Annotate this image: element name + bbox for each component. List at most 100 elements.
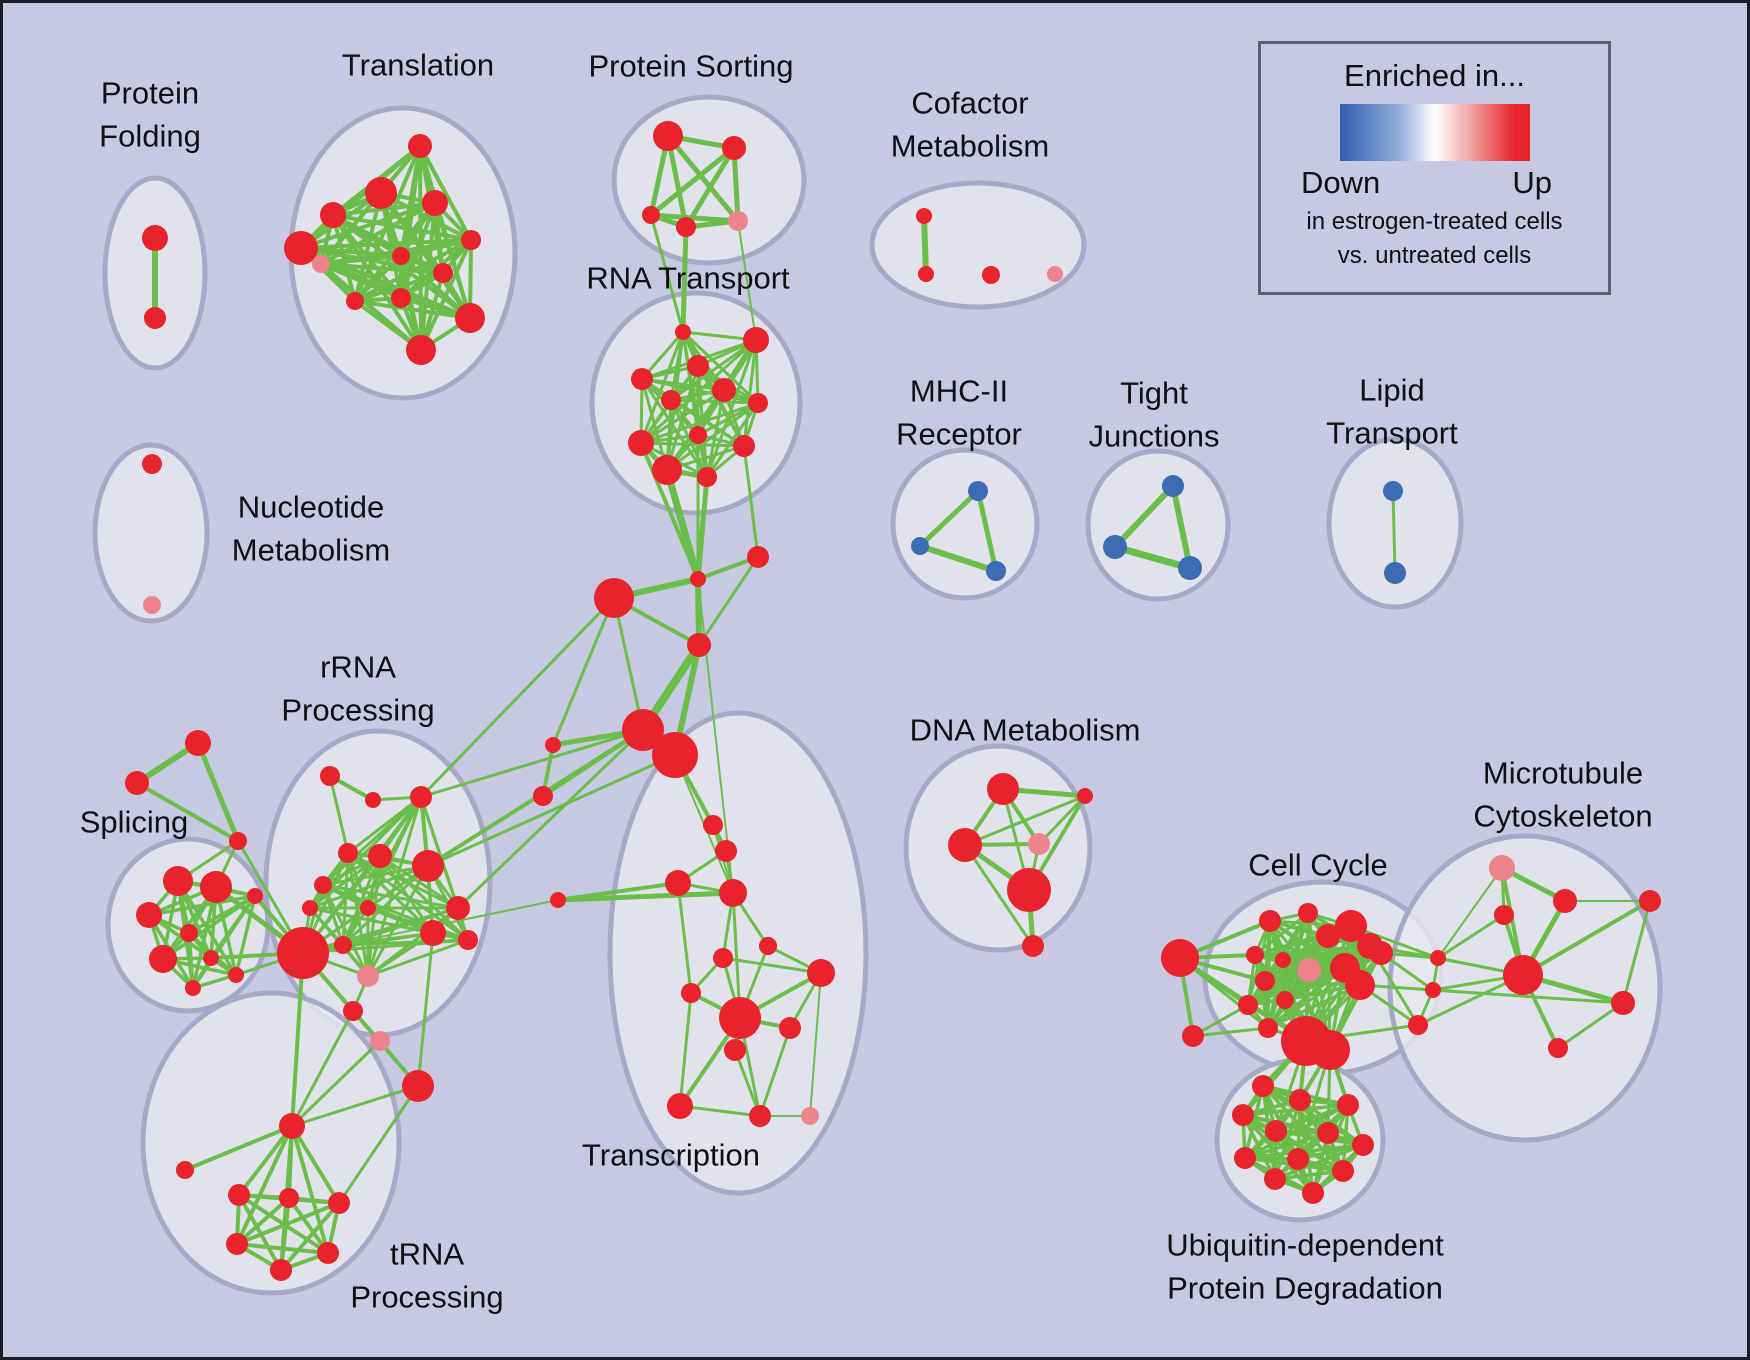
gene-set-node (136, 902, 162, 928)
gene-set-node (1489, 855, 1515, 881)
enrichment-edge (705, 401, 760, 479)
enrichment-edge (183, 1124, 294, 1172)
inter-cluster-edge (290, 1084, 420, 1128)
enrichment-edge (963, 843, 1035, 948)
cluster-label-nucleotide-metabolism: Metabolism (232, 533, 391, 568)
gene-set-node (229, 832, 247, 850)
cluster-label-ubiquitin-degradation: Ubiquitin-dependent (1166, 1228, 1444, 1263)
inter-cluster-edge (649, 213, 685, 334)
gene-set-node (149, 945, 177, 973)
gene-set-node (302, 900, 318, 916)
gene-set-node (1317, 1122, 1339, 1144)
enrichment-edge (353, 299, 472, 320)
enrichment-edge (319, 254, 403, 266)
gene-set-node (433, 263, 453, 283)
cluster-label-protein-folding: Protein (101, 76, 199, 111)
gene-set-node (144, 307, 166, 329)
enrichment-edge (379, 191, 472, 320)
gene-set-node (1264, 1168, 1286, 1190)
gene-set-node (1335, 910, 1367, 942)
gene-set-node (1022, 935, 1044, 957)
cluster-label-nucleotide-metabolism: Nucleotide (238, 490, 384, 525)
gene-set-node (455, 303, 485, 333)
gene-set-node (1265, 1120, 1287, 1142)
enrichment-edge (353, 271, 445, 303)
gene-set-node (748, 393, 768, 413)
enrichment-edge (648, 145, 737, 218)
enrichment-edge (1273, 1169, 1345, 1181)
gene-set-node (1383, 481, 1403, 501)
enrichment-edge (555, 890, 736, 903)
enrichment-edge (921, 213, 929, 277)
gene-set-node (226, 1233, 248, 1255)
gene-set-node (142, 454, 162, 474)
gene-set-node (185, 980, 201, 996)
cluster-label-lipid-transport: Transport (1326, 416, 1458, 451)
enrichment-edge (1273, 1143, 1365, 1181)
gene-set-node (1287, 1148, 1309, 1170)
gene-set-node (747, 546, 769, 568)
enrichment-edge (195, 740, 241, 844)
enrichment-edge (1170, 483, 1193, 571)
gene-set-node (1047, 266, 1063, 282)
enrichment-edge (279, 1196, 291, 1272)
gene-set-node (715, 840, 737, 862)
gene-set-node (1182, 1025, 1204, 1047)
legend-axis-labels: Down Up (1261, 165, 1608, 201)
cluster-label-cofactor-metabolism: Metabolism (891, 129, 1050, 164)
enrichment-edge (331, 213, 473, 242)
gene-set-node (665, 870, 691, 896)
legend-subtitle-line2: vs. untreated cells (1337, 241, 1532, 269)
gene-set-node (1297, 958, 1321, 982)
gene-set-node (724, 1039, 746, 1061)
enrichment-edge (287, 1196, 330, 1255)
cluster-label-dna-metabolism: DNA Metabolism (910, 713, 1141, 748)
gene-set-node (703, 815, 723, 835)
gene-set-node (338, 843, 358, 863)
enrichment-edge (1521, 899, 1652, 977)
cluster-ellipse-mhc-ii-receptor (890, 447, 1040, 601)
gene-set-node (807, 959, 835, 987)
gene-set-node (142, 225, 168, 251)
enrichment-edge (721, 956, 823, 975)
gene-set-node (987, 773, 1019, 805)
gene-set-node (628, 430, 654, 456)
gene-set-node (391, 288, 411, 308)
gene-set-node (1337, 1094, 1359, 1116)
gene-set-node (365, 792, 381, 808)
cluster-label-rna-transport: RNA Transport (586, 261, 790, 296)
enrichment-edge (299, 238, 473, 250)
enrichment-edge (418, 144, 473, 242)
enrichment-edge (1112, 483, 1176, 550)
gene-set-node (334, 936, 352, 954)
gene-set-node (461, 230, 481, 250)
legend-subtitle-line1: in estrogen-treated cells (1306, 208, 1563, 235)
gene-set-node (749, 1105, 771, 1127)
gene-set-node (1345, 970, 1375, 1000)
enrichment-edge (319, 262, 445, 275)
enrichment-edge (917, 543, 999, 574)
gene-set-node (1302, 1182, 1324, 1204)
enrichment-edge (299, 144, 422, 250)
enrichment-edge (135, 781, 240, 843)
cluster-label-tight-junctions: Tight (1120, 376, 1188, 411)
gene-set-node (675, 324, 691, 340)
gene-set-node (1238, 995, 1258, 1015)
gene-set-node (370, 1031, 390, 1051)
inter-cluster-edge (551, 596, 616, 747)
gene-set-node (712, 378, 736, 402)
gene-set-node (968, 481, 988, 501)
enrichment-edge (341, 906, 460, 947)
enrichment-edge (639, 401, 760, 445)
enrichment-edge (669, 338, 758, 402)
enrichment-edge (1391, 489, 1397, 575)
enrichment-edge (321, 883, 460, 910)
enrichment-edge (328, 774, 350, 855)
gene-set-node (1298, 903, 1318, 923)
gene-set-node (1007, 868, 1051, 912)
gene-set-node (1103, 535, 1127, 559)
enrichment-edge (731, 145, 741, 224)
enrichment-edge (1243, 1131, 1330, 1160)
gene-set-node (1425, 982, 1441, 998)
